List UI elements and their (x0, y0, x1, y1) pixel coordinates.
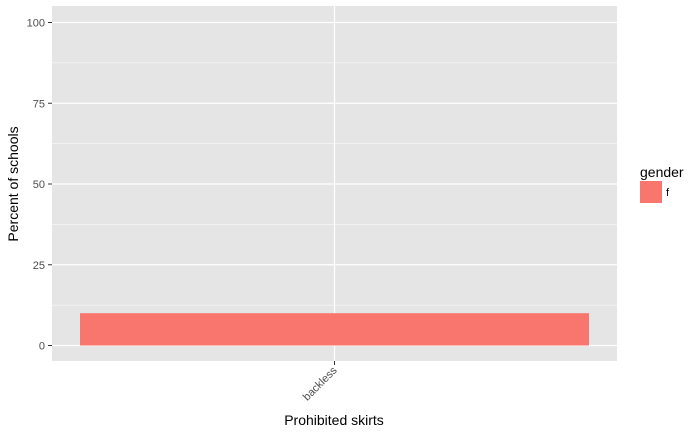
x-axis-title: Prohibited skirts (284, 412, 384, 428)
legend-key-f (640, 181, 662, 203)
y-axis: 0 25 50 75 100 (27, 18, 52, 353)
legend-title: gender (640, 164, 684, 180)
legend-label-f: f (666, 187, 670, 199)
y-tick-label: 0 (39, 341, 45, 353)
y-tick-label: 75 (33, 98, 45, 110)
bars (80, 313, 589, 346)
x-axis: backless (301, 361, 340, 403)
legend: gender f (640, 164, 684, 203)
y-axis-title: Percent of schools (5, 126, 21, 241)
major-gridlines (52, 6, 617, 361)
legend-items: f (640, 181, 670, 203)
y-tick-label: 100 (27, 18, 45, 30)
bar-backless-f (80, 313, 589, 346)
y-tick-label: 25 (33, 260, 45, 272)
x-tick-label: backless (301, 364, 340, 403)
y-tick-label: 50 (33, 179, 45, 191)
